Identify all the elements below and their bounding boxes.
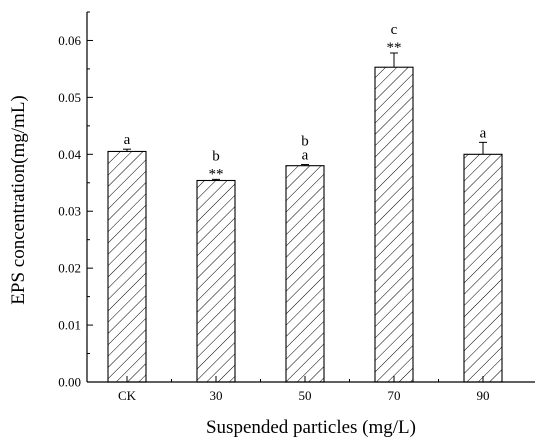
- y-tick-label: 0.06: [58, 33, 81, 48]
- annotations-group: a**b ab**ca: [124, 22, 487, 182]
- annotation-50-1: a: [302, 148, 309, 164]
- y-tick-label: 0.01: [58, 318, 81, 333]
- y-axis-title: EPS concentration(mg/mL): [8, 95, 29, 304]
- bar-70: [374, 66, 414, 383]
- x-tick-label-30: 30: [210, 388, 223, 403]
- bar-30: [196, 179, 236, 383]
- y-tick-label: 0.02: [58, 261, 81, 276]
- axes-group: 0.00 0.01 0.02 0.03 0.04 0.05 0.06 CK 30 50 70 90: [58, 11, 535, 403]
- annotation-CK-0: a: [124, 132, 131, 148]
- annotation-50-0: b: [301, 134, 309, 150]
- annotation-30-1: **: [209, 166, 224, 182]
- y-tick-label: 0.03: [58, 204, 81, 219]
- x-tick-label-70: 70: [388, 388, 401, 403]
- x-axis-title: Suspended particles (mg/L): [206, 417, 416, 438]
- x-tick-label-CK: CK: [118, 388, 137, 403]
- y-tick-label: 0.00: [58, 375, 81, 390]
- annotation-30-0: b: [212, 148, 220, 164]
- y-tick-label: 0.04: [58, 147, 81, 162]
- bar-50: [285, 165, 325, 383]
- y-tick-label: 0.05: [58, 90, 81, 105]
- bar-90: [463, 153, 503, 383]
- bars-group: [107, 52, 503, 383]
- annotation-70-1: **: [387, 40, 402, 56]
- bar-CK: [107, 150, 147, 383]
- x-tick-label-50: 50: [299, 388, 312, 403]
- annotation-70-0: c: [391, 22, 398, 38]
- annotation-90-0: a: [480, 125, 487, 141]
- x-tick-label-90: 90: [477, 388, 490, 403]
